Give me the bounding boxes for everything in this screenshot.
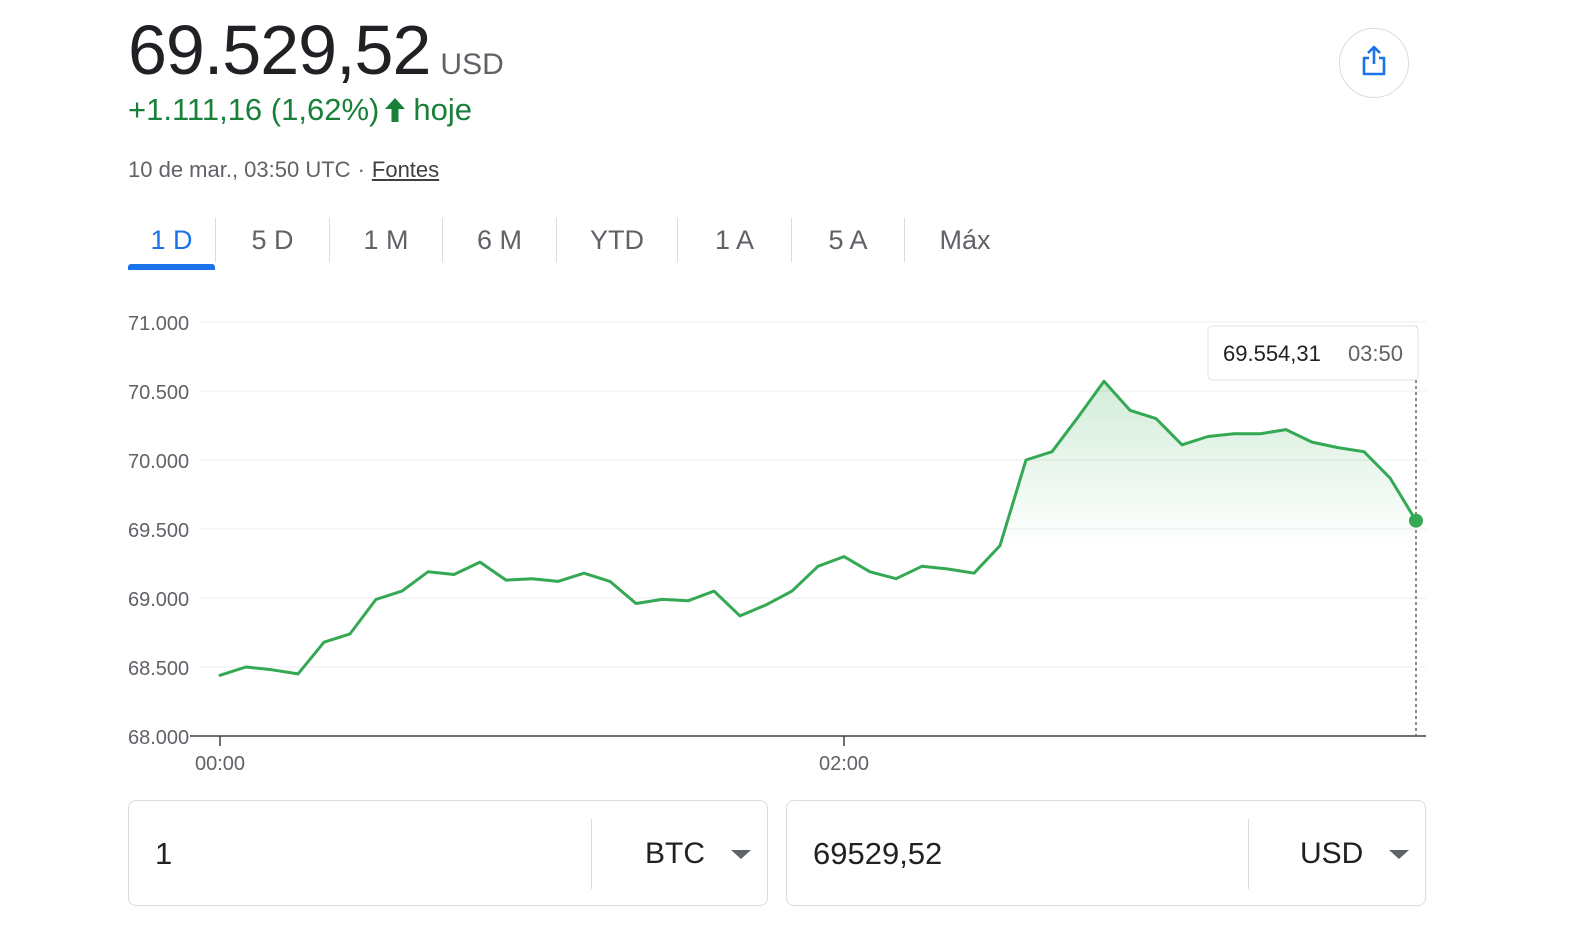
to-amount-input[interactable]: 69529,52 bbox=[813, 836, 943, 871]
price-row: 69.529,52 USD bbox=[128, 10, 504, 90]
converter-to: 69529,52 USD bbox=[786, 800, 1426, 906]
tab-divider bbox=[215, 218, 216, 262]
from-amount-input[interactable]: 1 bbox=[155, 836, 173, 871]
from-unit-label: BTC bbox=[645, 837, 705, 870]
tab-label: 6 M bbox=[476, 224, 522, 255]
share-button[interactable] bbox=[1339, 28, 1409, 98]
dropdown-caret-icon bbox=[731, 849, 751, 859]
chart-tooltip: 69.554,31 03:50 bbox=[1207, 325, 1419, 381]
price-change: +1.111,16 (1,62%) bbox=[128, 92, 380, 127]
meta-separator: · bbox=[357, 157, 365, 182]
change-period: hoje bbox=[413, 92, 472, 127]
to-unit-select[interactable]: USD bbox=[1300, 801, 1410, 907]
tab-1a[interactable]: 1 A bbox=[678, 212, 791, 268]
tooltip-time: 03:50 bbox=[1348, 341, 1403, 366]
tab-max[interactable]: Máx bbox=[905, 212, 1025, 268]
price-chart[interactable]: 71.000 70.500 70.000 69.500 69.000 68.500 68.0… bbox=[0, 290, 1574, 790]
y-tick-label: 68.000 bbox=[128, 727, 189, 749]
from-unit-select[interactable]: BTC bbox=[645, 801, 751, 907]
y-tick-label: 70.000 bbox=[128, 451, 189, 473]
sources-link[interactable]: Fontes bbox=[371, 157, 440, 182]
price-area bbox=[1000, 381, 1416, 546]
tab-divider bbox=[677, 218, 678, 262]
tooltip-value: 69.554,31 bbox=[1223, 341, 1321, 366]
tab-label: 5 D bbox=[251, 224, 294, 255]
y-tick-label: 71.000 bbox=[128, 313, 189, 335]
tab-1m[interactable]: 1 M bbox=[330, 212, 442, 268]
tab-ytd[interactable]: YTD bbox=[557, 212, 677, 268]
quote-timestamp: 10 de mar., 03:50 UTC bbox=[128, 157, 351, 182]
share-icon bbox=[1360, 45, 1388, 82]
tab-label: YTD bbox=[590, 224, 644, 255]
tab-label: Máx bbox=[939, 224, 991, 255]
price-currency: USD bbox=[440, 48, 504, 81]
tab-1d[interactable]: 1 D bbox=[128, 212, 215, 270]
to-unit-label: USD bbox=[1300, 837, 1364, 870]
tab-divider bbox=[791, 218, 792, 262]
arrow-up-icon bbox=[383, 95, 407, 125]
current-point bbox=[1409, 513, 1423, 528]
tab-6m[interactable]: 6 M bbox=[443, 212, 556, 268]
converter-divider bbox=[1248, 819, 1249, 889]
tab-label: 5 A bbox=[828, 224, 868, 255]
tab-divider bbox=[904, 218, 905, 262]
tab-label: 1 D bbox=[150, 224, 193, 255]
y-tick-label: 70.500 bbox=[128, 382, 189, 404]
converter-from: 1 BTC bbox=[128, 800, 768, 906]
price-change-row: +1.111,16 (1,62%) hoje bbox=[128, 92, 472, 128]
x-tick-label: 02:00 bbox=[819, 753, 869, 775]
tab-5a[interactable]: 5 A bbox=[792, 212, 904, 268]
quote-meta: 10 de mar., 03:50 UTC · Fontes bbox=[128, 157, 439, 183]
tab-divider bbox=[556, 218, 557, 262]
active-tab-indicator bbox=[128, 264, 215, 270]
tab-label: 1 A bbox=[714, 224, 755, 255]
converter-divider bbox=[591, 819, 592, 889]
price-line bbox=[218, 379, 1418, 677]
tab-label: 1 M bbox=[363, 224, 409, 255]
current-price: 69.529,52 bbox=[128, 11, 431, 89]
y-tick-label: 69.000 bbox=[128, 589, 189, 611]
tab-5d[interactable]: 5 D bbox=[216, 212, 329, 268]
x-tick-label: 00:00 bbox=[195, 753, 245, 775]
dropdown-caret-icon bbox=[1389, 849, 1410, 859]
y-tick-label: 68.500 bbox=[128, 658, 189, 680]
tab-divider bbox=[329, 218, 330, 262]
tab-divider bbox=[442, 218, 443, 262]
tooltip-box bbox=[1207, 325, 1419, 381]
y-tick-label: 69.500 bbox=[128, 520, 189, 542]
